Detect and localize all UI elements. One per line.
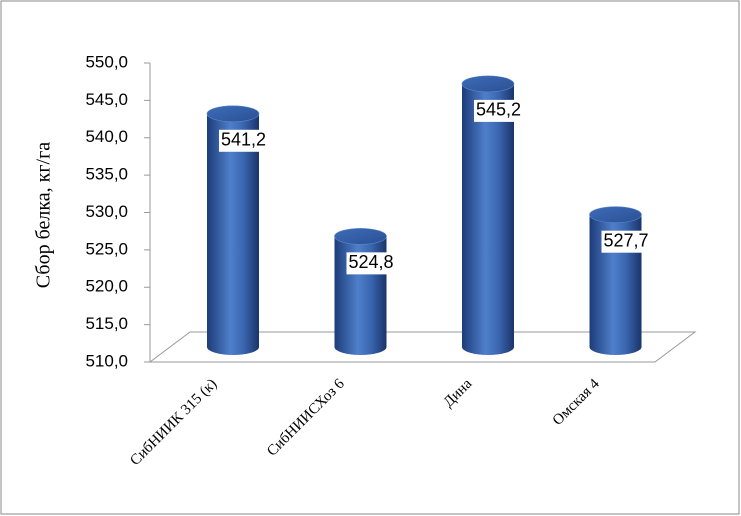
bar xyxy=(207,113,259,355)
y-tick-label: 520,0 xyxy=(85,277,128,296)
value-label: 527,7 xyxy=(604,230,649,250)
value-label: 545,2 xyxy=(476,100,521,120)
value-label-bg xyxy=(601,230,654,253)
y-tick-label: 545,0 xyxy=(85,90,128,109)
value-label: 524,8 xyxy=(349,252,394,272)
value-label-bg xyxy=(474,99,526,122)
y-tick-label: 540,0 xyxy=(85,127,128,146)
value-label-bg xyxy=(346,252,399,275)
plot: 510,0 515,0 520,0 525,0 530,0 535,0 540,0 545,0… xyxy=(85,52,654,469)
y-tick-label: 510,0 xyxy=(85,351,128,370)
y-tick-label: 530,0 xyxy=(85,202,128,221)
value-label: 541,2 xyxy=(221,130,266,150)
bar xyxy=(462,83,514,355)
bar-top xyxy=(589,206,642,223)
y-tick-label: 515,0 xyxy=(85,314,128,333)
y-tick-label: 535,0 xyxy=(85,165,128,184)
y-tick-label: 550,0 xyxy=(85,52,128,71)
bar-top xyxy=(461,75,515,93)
bar-top xyxy=(334,228,387,245)
floor xyxy=(148,331,697,363)
bar-top xyxy=(206,105,260,123)
value-label-bg xyxy=(219,129,271,152)
y-tick-label: 525,0 xyxy=(85,239,128,258)
y-axis-title: Сбор белка, кг/га xyxy=(33,142,55,289)
